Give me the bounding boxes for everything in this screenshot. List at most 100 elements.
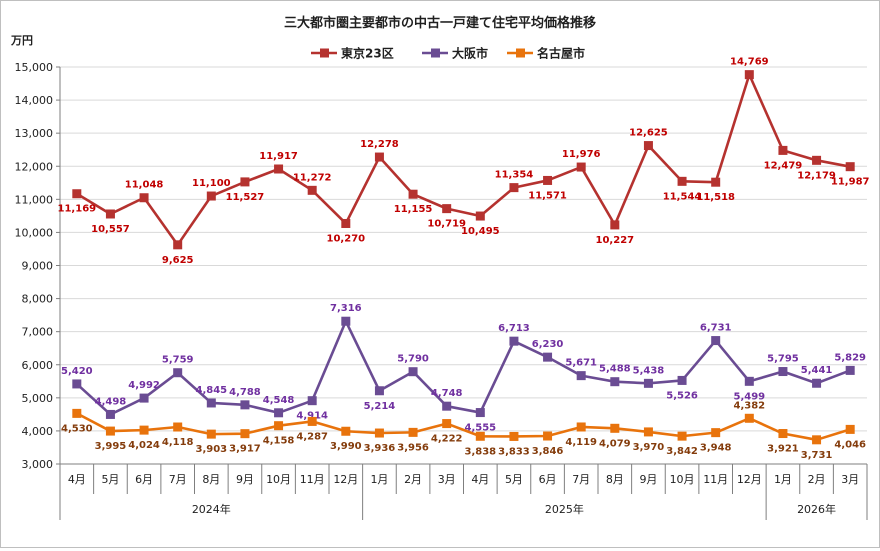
data-label: 4,382 — [733, 400, 765, 411]
xtick-label: 12月 — [333, 473, 358, 486]
data-label: 10,270 — [327, 233, 366, 244]
data-label: 3,956 — [397, 442, 429, 453]
series-line — [76, 73, 851, 247]
data-point-marker — [408, 189, 418, 199]
data-point-marker — [778, 145, 788, 155]
data-label: 4,119 — [565, 437, 597, 448]
year-label: 2024年 — [192, 502, 231, 516]
legend-label: 名古屋市 — [537, 46, 585, 61]
legend: 東京23区 大阪市 名古屋市 — [311, 46, 585, 61]
data-label: 9,625 — [162, 255, 194, 266]
data-label: 4,992 — [128, 380, 160, 391]
data-label: 12,625 — [629, 128, 668, 139]
data-label: 3,731 — [801, 450, 833, 461]
data-label: 12,179 — [797, 170, 836, 181]
data-label: 3,948 — [700, 443, 732, 454]
xtick-label: 6月 — [135, 473, 153, 486]
data-label: 3,936 — [364, 443, 396, 454]
data-label: 4,046 — [834, 439, 866, 450]
data-label: 11,518 — [696, 192, 735, 203]
data-label: 11,048 — [125, 180, 164, 191]
data-label: 4,079 — [599, 438, 631, 449]
data-point-marker — [105, 409, 115, 419]
data-point-marker — [711, 428, 721, 438]
data-point-marker — [610, 377, 620, 387]
data-point-marker — [576, 371, 586, 381]
data-point-marker — [543, 175, 553, 185]
data-point-marker — [374, 386, 384, 396]
data-point-marker — [475, 408, 485, 418]
xtick-label: 6月 — [539, 473, 557, 486]
data-point-marker — [307, 416, 317, 426]
legend-marker — [320, 48, 329, 58]
data-point-marker — [173, 368, 183, 378]
data-label: 6,230 — [532, 339, 564, 350]
data-label: 4,222 — [431, 434, 463, 445]
ytick-label: 12,000 — [15, 160, 54, 173]
ytick-label: 3,000 — [22, 458, 54, 471]
data-label: 11,571 — [528, 190, 567, 201]
xtick-label: 4月 — [68, 473, 86, 486]
data-label: 11,155 — [394, 204, 433, 215]
data-point-marker — [408, 367, 418, 377]
data-label: 3,990 — [330, 441, 362, 452]
data-label: 12,278 — [360, 139, 399, 150]
data-point-marker — [610, 423, 620, 433]
xtick-label: 5月 — [101, 473, 119, 486]
series-line — [75, 319, 851, 416]
ytick-label: 5,000 — [22, 392, 54, 405]
data-label: 4,530 — [61, 423, 93, 434]
xtick-label: 12月 — [737, 473, 762, 486]
data-point-marker — [240, 429, 250, 439]
data-label: 4,024 — [128, 440, 160, 451]
ytick-label: 11,000 — [15, 193, 54, 206]
year-label: 2025年 — [545, 502, 584, 516]
data-point-marker — [643, 427, 653, 437]
data-label: 5,420 — [61, 366, 93, 377]
data-point-marker — [576, 162, 586, 172]
data-point-marker — [509, 431, 519, 441]
xtick-label: 7月 — [169, 473, 187, 486]
data-point-marker — [610, 220, 620, 230]
data-point-marker — [72, 189, 82, 199]
legend-label: 大阪市 — [452, 46, 488, 61]
data-point-marker — [677, 375, 687, 385]
data-label: 10,719 — [427, 219, 466, 230]
ytick-label: 14,000 — [15, 94, 54, 107]
data-label: 3,838 — [464, 446, 496, 457]
legend-item-3: 名古屋市 — [507, 46, 585, 61]
data-label: 4,555 — [464, 423, 496, 434]
data-point-marker — [845, 424, 855, 434]
ytick-label: 13,000 — [15, 127, 54, 140]
data-label: 3,921 — [767, 444, 799, 455]
data-point-marker — [274, 408, 284, 418]
series-1: 11,169 10,557 11,048 9,625 11,100 11,527 11,91… — [58, 57, 870, 266]
data-label: 11,544 — [663, 191, 702, 202]
data-label: 3,842 — [666, 446, 698, 457]
series-group: 11,169 10,557 11,048 9,625 11,100 11,527 11,91… — [58, 57, 870, 461]
xtick-label: 9月 — [236, 473, 254, 486]
data-point-marker — [341, 426, 351, 436]
data-point-marker — [845, 365, 855, 375]
xtick-label: 3月 — [438, 473, 456, 486]
data-label: 4,845 — [195, 385, 227, 396]
data-label: 5,499 — [733, 391, 765, 402]
xtick-label: 1月 — [370, 473, 388, 486]
data-label: 4,914 — [296, 411, 328, 422]
data-point-marker — [744, 70, 754, 80]
ytick-label: 15,000 — [15, 61, 54, 74]
data-label: 7,316 — [330, 303, 362, 314]
data-point-marker — [812, 155, 822, 165]
data-point-marker — [240, 177, 250, 187]
data-point-marker — [173, 240, 183, 250]
data-label: 3,917 — [229, 444, 261, 455]
data-label: 11,100 — [192, 178, 231, 189]
data-point-marker — [139, 425, 149, 435]
data-point-marker — [643, 141, 653, 151]
data-point-marker — [543, 352, 553, 362]
xtick-label: 5月 — [505, 473, 523, 486]
data-point-marker — [274, 164, 284, 174]
data-label: 5,790 — [397, 354, 429, 365]
